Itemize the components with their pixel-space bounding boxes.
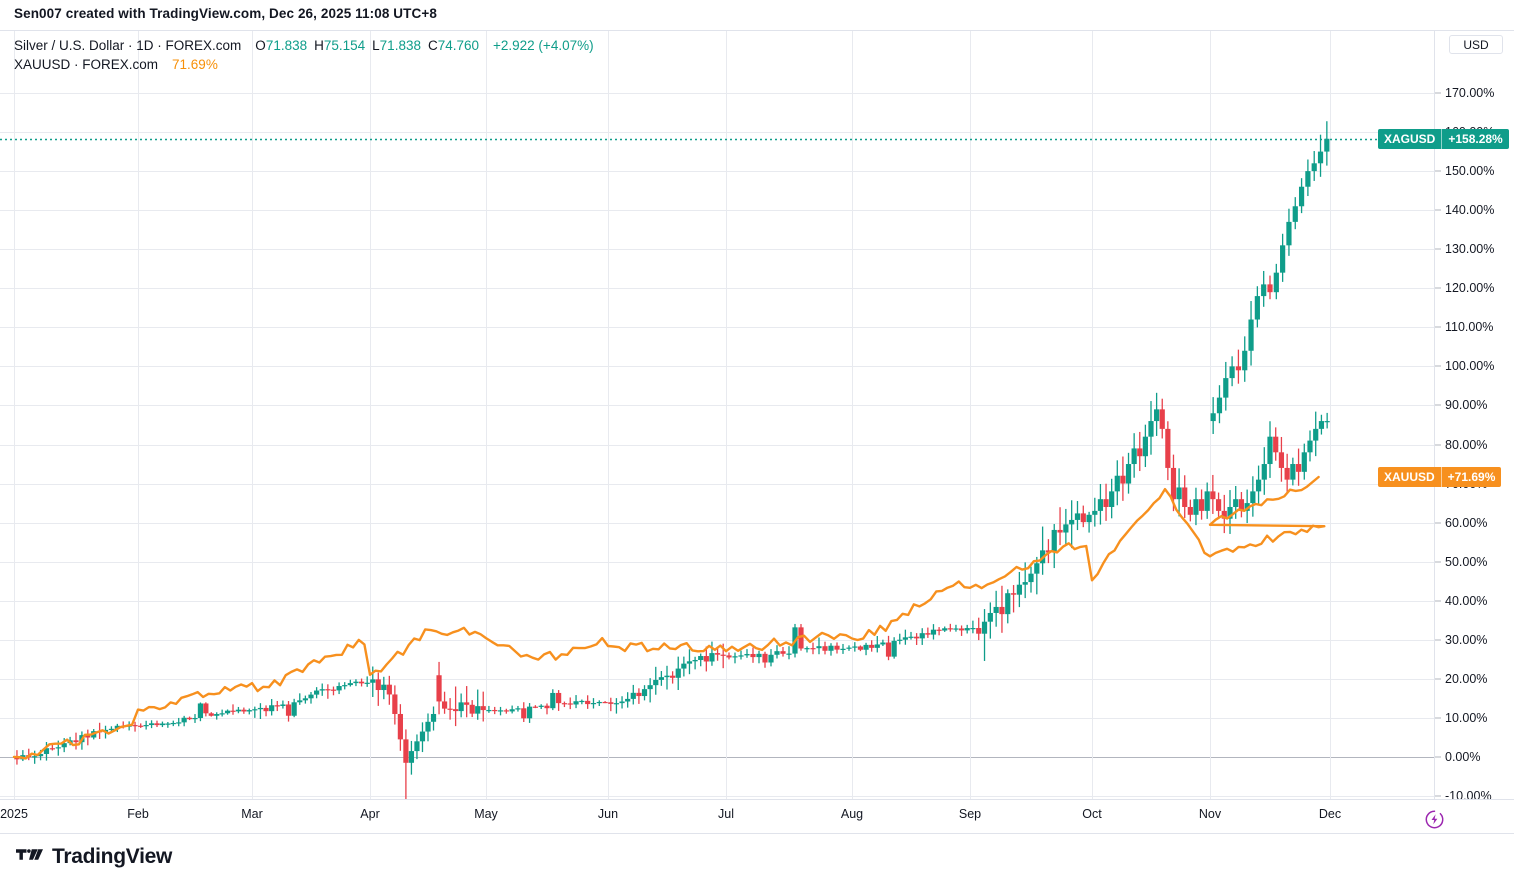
- time-axis-tick: 2025: [0, 807, 28, 821]
- currency-pill[interactable]: USD: [1449, 35, 1503, 54]
- price-axis-tick: 30.00%: [1445, 632, 1488, 647]
- tradingview-footer: TradingView: [16, 845, 172, 869]
- price-badge-xauusd[interactable]: XAUUSD +71.69%: [1378, 466, 1502, 487]
- price-badge-xagusd[interactable]: XAGUSD +158.28%: [1378, 128, 1509, 149]
- price-axis-tick: 40.00%: [1445, 593, 1488, 608]
- tradingview-brand-text: TradingView: [52, 845, 173, 868]
- price-axis-tick: 120.00%: [1445, 281, 1495, 296]
- price-axis[interactable]: USD 170.00%160.00%150.00%140.00%130.00%1…: [1434, 31, 1514, 799]
- price-axis-tick-dash: [1435, 326, 1441, 328]
- price-axis-tick: 140.00%: [1445, 203, 1495, 218]
- time-axis-tick: Nov: [1198, 807, 1222, 821]
- badge-xagusd-symbol: XAGUSD: [1384, 131, 1436, 146]
- price-axis-tick-dash: [1435, 639, 1441, 641]
- price-axis-tick: 0.00%: [1445, 749, 1481, 764]
- price-axis-tick-dash: [1435, 404, 1441, 406]
- time-axis[interactable]: 2025 Feb Mar Apr May Jun Jul Aug Sep Oct Nov Dec: [0, 800, 1514, 834]
- badge-xauusd-symbol: XAUUSD: [1384, 469, 1435, 484]
- price-axis-tick-dash: [1435, 717, 1441, 719]
- time-axis-tick: Oct: [1082, 807, 1102, 821]
- price-axis-tick: 90.00%: [1445, 398, 1488, 413]
- price-axis-tick: -10.00%: [1445, 789, 1492, 799]
- price-axis-tick: 110.00%: [1445, 320, 1494, 335]
- tradingview-logo-icon: [16, 848, 43, 860]
- price-axis-tick: 50.00%: [1445, 554, 1488, 569]
- attribution-text: Sen007 created with TradingView.com, Dec…: [14, 6, 437, 21]
- price-axis-tick-dash: [1435, 287, 1441, 289]
- badge-xauusd-value: +71.69%: [1440, 466, 1502, 487]
- chart-series: [12, 121, 1330, 799]
- price-axis-tick: 130.00%: [1445, 242, 1495, 257]
- price-axis-tick-dash: [1435, 170, 1441, 172]
- price-axis-tick: 10.00%: [1445, 710, 1488, 725]
- price-axis-tick: 150.00%: [1445, 164, 1495, 179]
- price-axis-tick-dash: [1435, 795, 1441, 797]
- time-axis-tick: Mar: [241, 807, 263, 821]
- price-axis-tick-dash: [1435, 209, 1441, 211]
- price-axis-tick: 170.00%: [1445, 86, 1495, 100]
- price-axis-tick: 80.00%: [1445, 437, 1488, 452]
- time-axis-tick: Jun: [597, 807, 619, 821]
- chart-frame: Silver / U.S. Dollar · 1D · FOREX.com O71…: [0, 30, 1514, 829]
- price-axis-tick-dash: [1435, 92, 1441, 94]
- price-axis-tick: 100.00%: [1445, 359, 1495, 374]
- price-axis-tick-dash: [1435, 444, 1441, 445]
- lightning-bolt-icon[interactable]: [1424, 809, 1445, 830]
- time-axis-tick: May: [474, 807, 498, 821]
- badge-xagusd-value: +158.28%: [1441, 128, 1508, 149]
- price-axis-tick: 60.00%: [1445, 515, 1488, 530]
- time-axis-tick: Apr: [360, 807, 380, 821]
- price-axis-tick-dash: [1435, 522, 1441, 524]
- price-axis-tick-dash: [1435, 248, 1441, 250]
- time-axis-tick: Feb: [127, 807, 149, 821]
- time-axis-tick: Sep: [958, 807, 982, 821]
- price-axis-tick-dash: [1435, 756, 1441, 758]
- price-axis-tick: 20.00%: [1445, 671, 1488, 686]
- price-axis-tick-dash: [1435, 365, 1441, 367]
- time-axis-tick: Aug: [840, 807, 864, 821]
- time-axis-tick: Dec: [1318, 807, 1342, 821]
- time-axis-tick: Jul: [718, 807, 734, 821]
- price-axis-tick-dash: [1435, 678, 1441, 680]
- price-axis-tick-dash: [1435, 600, 1441, 602]
- chart-plot-area[interactable]: [0, 31, 1434, 799]
- price-axis-tick-dash: [1435, 561, 1441, 563]
